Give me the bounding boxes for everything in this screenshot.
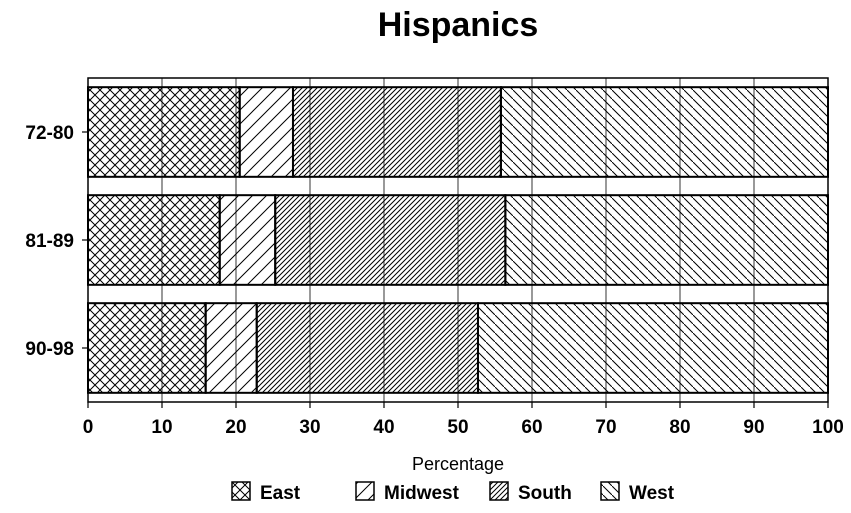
x-tick-label: 30 [299, 417, 320, 438]
bar-midwest-72-80 [238, 86, 294, 178]
legend-swatch-east [231, 481, 251, 501]
y-axis-categories: 72-80 81-89 90-98 [25, 123, 88, 360]
x-tick-label: 70 [595, 417, 616, 438]
x-tick-label: 80 [669, 417, 690, 438]
bar-east-81-89 [87, 194, 221, 286]
x-axis-label: Percentage [412, 454, 504, 474]
legend-swatch-midwest [355, 481, 375, 501]
x-tick-label: 10 [151, 417, 172, 438]
bar-east-90-98 [87, 302, 207, 394]
bar-west-90-98 [476, 302, 829, 394]
x-tick-label: 100 [812, 417, 844, 438]
x-tick-label: 40 [373, 417, 394, 438]
legend-label-east: East [260, 483, 301, 504]
chart-title: Hispanics [378, 6, 539, 44]
y-category-label: 81-89 [25, 231, 74, 252]
legend: East Midwest South West [231, 481, 675, 504]
legend-label-midwest: Midwest [384, 483, 460, 504]
bar-midwest-81-89 [218, 194, 277, 286]
legend-swatch-south [489, 481, 509, 501]
legend-label-south: South [518, 483, 572, 504]
x-tick-label: 60 [521, 417, 542, 438]
y-category-label: 72-80 [25, 123, 74, 144]
bars [87, 86, 829, 394]
x-tick-label: 50 [447, 417, 468, 438]
bar-midwest-90-98 [204, 302, 258, 394]
y-category-label: 90-98 [25, 339, 74, 360]
bar-west-72-80 [499, 86, 829, 178]
bar-west-81-89 [504, 194, 829, 286]
bar-east-72-80 [87, 86, 241, 178]
legend-label-west: West [629, 483, 675, 504]
x-tick-label: 0 [83, 417, 94, 438]
bar-south-81-89 [274, 194, 507, 286]
x-tick-label: 90 [743, 417, 764, 438]
bar-south-72-80 [291, 86, 502, 178]
x-tick-label: 20 [225, 417, 246, 438]
x-axis-ticks: 0 10 20 30 40 50 60 70 80 90 100 [83, 402, 844, 438]
bar-south-90-98 [255, 302, 479, 394]
legend-swatch-west [600, 481, 620, 501]
